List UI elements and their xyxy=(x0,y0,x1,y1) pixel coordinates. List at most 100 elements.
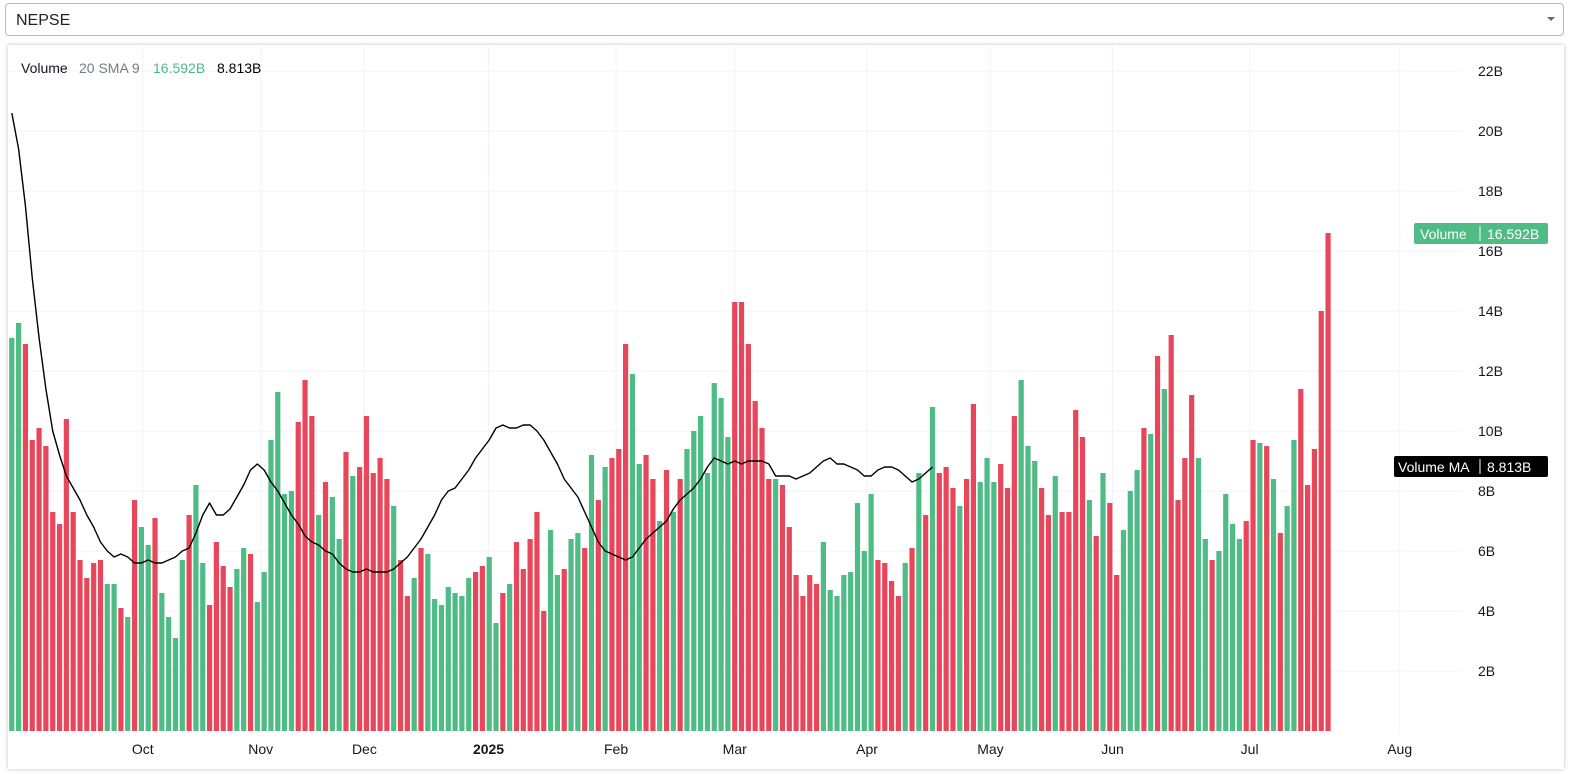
x-tick-label: 2025 xyxy=(473,741,504,757)
volume-bar xyxy=(882,563,888,731)
volume-bar xyxy=(520,569,526,731)
y-tick-label: 20B xyxy=(1478,123,1503,139)
volume-bar xyxy=(950,488,956,731)
volume-bar xyxy=(1250,440,1256,731)
volume-bar xyxy=(247,554,254,731)
volume-bar xyxy=(595,500,601,731)
volume-bar xyxy=(773,479,779,731)
volume-bar xyxy=(200,563,206,731)
volume-bar xyxy=(1141,428,1147,731)
volume-bar xyxy=(411,578,417,731)
volume-badge-bg xyxy=(1414,223,1548,244)
volume-bar xyxy=(193,485,199,731)
volume-bar xyxy=(1311,449,1318,731)
volume-bar xyxy=(1189,395,1195,731)
volume-bar xyxy=(363,416,370,731)
volume-bar xyxy=(1154,356,1161,731)
volume-bar xyxy=(104,584,110,731)
volume-bar xyxy=(970,404,977,731)
volume-bar xyxy=(936,473,942,731)
volume-bar xyxy=(1086,500,1092,731)
volume-bar xyxy=(1229,524,1236,731)
volume-bar xyxy=(486,557,492,731)
volume-bar xyxy=(759,428,765,731)
volume-bar xyxy=(1236,539,1242,731)
volume-bar xyxy=(547,530,554,731)
volume-bar xyxy=(234,569,240,731)
volume-bar xyxy=(397,560,404,731)
volume-bar xyxy=(384,479,390,731)
volume-bar xyxy=(561,569,567,731)
y-tick-label: 2B xyxy=(1478,663,1495,679)
legend-ma-value: 8.813B xyxy=(217,60,261,76)
volume-bar xyxy=(1284,506,1290,731)
volume-bar xyxy=(1114,575,1120,731)
volume-bar xyxy=(841,575,847,731)
volume-bar xyxy=(220,566,226,731)
volume-bar xyxy=(9,338,15,731)
volume-bar xyxy=(916,473,922,731)
legend-params: 20 SMA 9 xyxy=(79,60,140,76)
volume-badge-label: Volume xyxy=(1420,226,1467,242)
volume-bar xyxy=(848,572,854,731)
chevron-down-icon[interactable] xyxy=(1545,13,1557,25)
volume-bar xyxy=(827,590,833,731)
volume-bar xyxy=(404,596,410,731)
volume-bar xyxy=(1298,389,1304,731)
volume-bar xyxy=(813,584,820,731)
x-tick-label: Nov xyxy=(248,741,273,757)
volume-bar xyxy=(766,479,772,731)
volume-bar xyxy=(472,572,479,731)
volume-bar xyxy=(1270,479,1277,731)
volume-bar xyxy=(1018,380,1024,731)
volume-bar xyxy=(923,515,929,731)
volume-bar xyxy=(602,467,608,731)
x-tick-label: Aug xyxy=(1387,741,1412,757)
volume-bar xyxy=(1093,536,1099,731)
volume-bar xyxy=(322,482,329,731)
volume-bar xyxy=(50,512,56,731)
volume-bar xyxy=(1243,521,1249,731)
volume-bar xyxy=(1195,458,1202,731)
y-tick-label: 18B xyxy=(1478,183,1503,199)
volume-bar xyxy=(1025,446,1031,731)
volume-bar xyxy=(957,506,963,731)
y-axis: 2B 4B 6B 8B 10B 12B 14B 16B 18B 20B 22B xyxy=(1478,63,1503,679)
volume-bar xyxy=(1134,470,1140,731)
volume-bar xyxy=(343,452,349,731)
volume-bar xyxy=(1209,560,1215,731)
volume-badge-value: 16.592B xyxy=(1487,226,1539,242)
volume-bar xyxy=(16,323,22,731)
volume-bar xyxy=(800,596,806,731)
volume-bar xyxy=(663,470,670,731)
volume-bar xyxy=(568,539,574,731)
volume-bar xyxy=(1052,476,1058,731)
volume-bar xyxy=(125,617,131,731)
chart-panel[interactable]: 2B 4B 6B 8B 10B 12B 14B 16B 18B 20B 22B Oct Nov Dec 2… xyxy=(8,45,1564,769)
volume-bar xyxy=(1216,551,1222,731)
volume-bar xyxy=(1079,437,1086,731)
volume-bar xyxy=(268,440,274,731)
volume-bar xyxy=(302,380,308,731)
volume-bar xyxy=(166,617,172,731)
volume-chart[interactable]: 2B 4B 6B 8B 10B 12B 14B 16B 18B 20B 22B Oct Nov Dec 2… xyxy=(8,45,1564,769)
volume-bar xyxy=(145,545,151,731)
x-axis: Oct Nov Dec 2025 Feb Mar Apr May Jun Jul Aug xyxy=(132,741,1412,757)
volume-bar xyxy=(711,383,717,731)
volume-bar xyxy=(70,512,76,731)
volume-bar xyxy=(1325,233,1331,731)
volume-bar xyxy=(336,539,342,731)
symbol-selector[interactable]: NEPSE xyxy=(5,3,1564,36)
volume-bar xyxy=(1291,440,1297,731)
volume-bar xyxy=(684,449,690,731)
volume-bar xyxy=(704,473,711,731)
volume-bar xyxy=(84,578,90,731)
volume-bar xyxy=(43,446,49,731)
volume-bar xyxy=(500,593,506,731)
volume-bar xyxy=(357,467,363,731)
volume-bar xyxy=(241,548,247,731)
volume-bar xyxy=(370,473,376,731)
volume-bar xyxy=(609,458,615,731)
volume-bar xyxy=(1059,512,1065,731)
volume-bar xyxy=(261,572,267,731)
